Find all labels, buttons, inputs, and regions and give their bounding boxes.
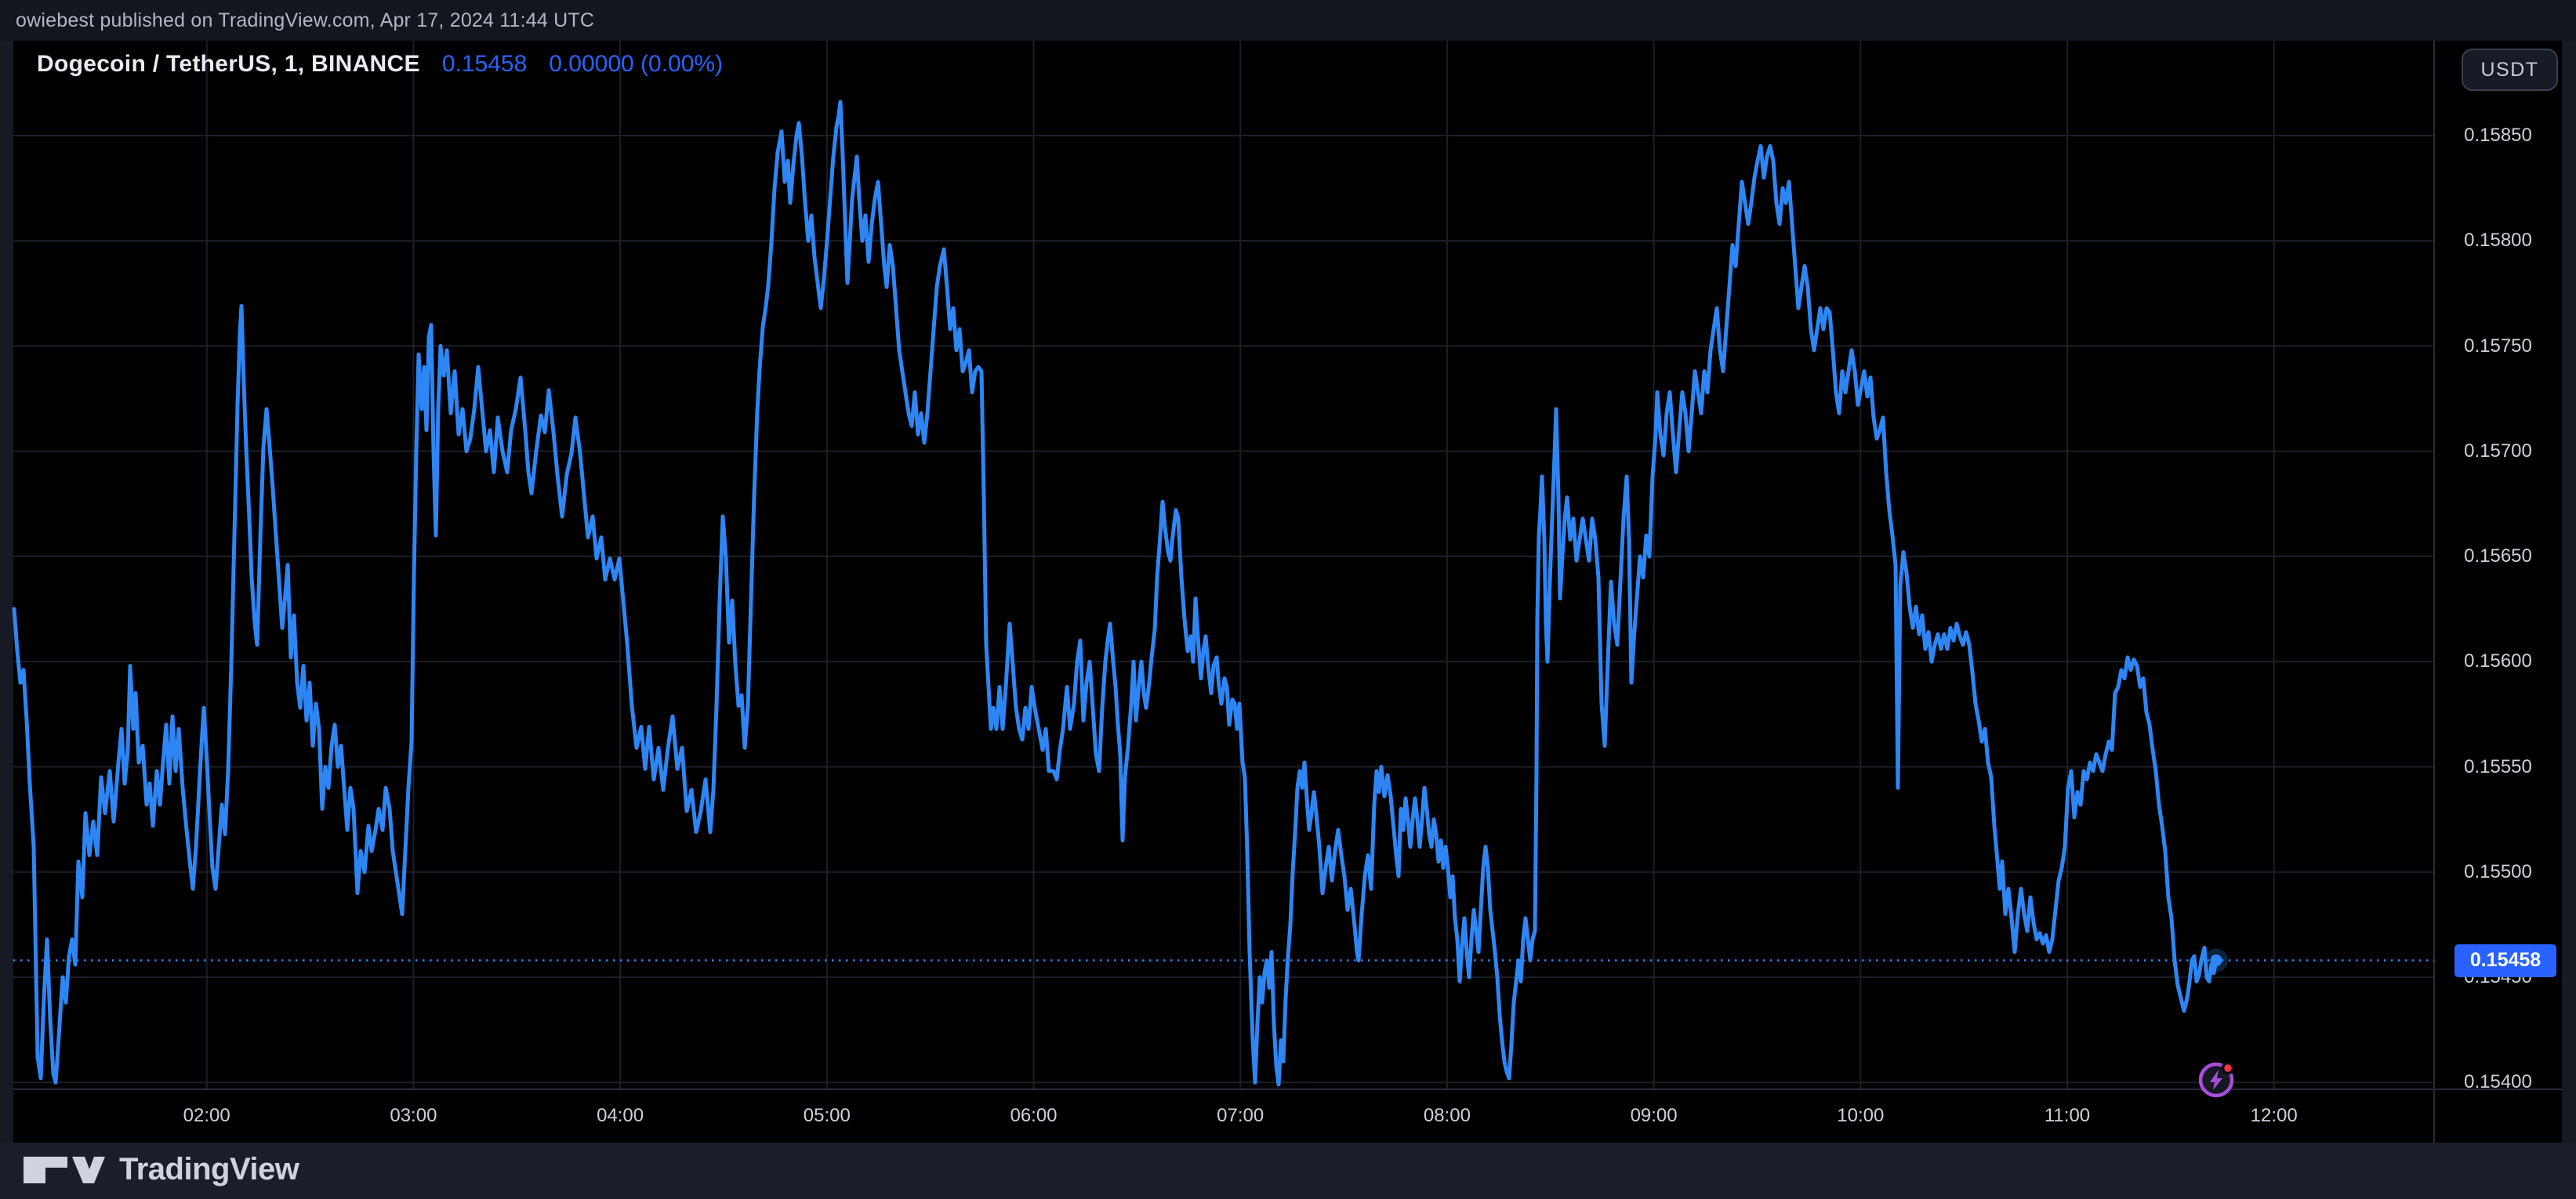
header-change: 0.00000 (0.00%) xyxy=(549,51,724,77)
last-price-tag-value: 0.15458 xyxy=(2469,949,2542,972)
time-tick-label: 02:00 xyxy=(183,1105,230,1126)
time-tick-label: 04:00 xyxy=(597,1105,644,1126)
time-tick-label: 03:00 xyxy=(390,1105,437,1126)
price-tick-label: 0.15700 xyxy=(2464,440,2532,462)
price-tick-label: 0.15500 xyxy=(2464,860,2532,882)
header-last-price: 0.15458 xyxy=(441,51,528,77)
time-axis[interactable] xyxy=(13,1089,2562,1143)
symbol-header: Dogecoin / TetherUS, 1, BINANCE 0.15458 … xyxy=(37,49,723,80)
time-tick-label: 09:00 xyxy=(1630,1105,1678,1126)
price-tick-label: 0.15600 xyxy=(2464,650,2532,672)
price-tick-label: 0.15650 xyxy=(2464,545,2532,567)
time-tick-label: 05:00 xyxy=(803,1105,851,1126)
last-price-tag: 0.15458 xyxy=(2454,944,2556,977)
tradingview-footer-link[interactable]: TradingView xyxy=(24,1152,299,1187)
price-tick-label: 0.15850 xyxy=(2464,125,2532,146)
currency-toggle-button[interactable]: USDT xyxy=(2462,49,2558,91)
time-tick-label: 10:00 xyxy=(1837,1105,1885,1126)
time-tick-label: 12:00 xyxy=(2250,1105,2298,1126)
chart-pane[interactable] xyxy=(13,41,2434,1089)
footer-bar: TradingView xyxy=(0,1143,2576,1199)
price-tick-label: 0.15400 xyxy=(2464,1071,2532,1093)
tradingview-wordmark: TradingView xyxy=(119,1152,299,1186)
time-tick-label: 08:00 xyxy=(1423,1105,1471,1126)
time-tick-label: 06:00 xyxy=(1010,1105,1058,1126)
publish-info-text: owiebest published on TradingView.com, A… xyxy=(16,9,595,31)
time-tick-label: 07:00 xyxy=(1217,1105,1264,1126)
symbol-title: Dogecoin / TetherUS, 1, BINANCE xyxy=(37,51,420,77)
tradingview-logo-icon xyxy=(24,1156,105,1183)
time-tick-label: 11:00 xyxy=(2044,1105,2091,1126)
price-tick-label: 0.15550 xyxy=(2464,755,2532,777)
price-tick-label: 0.15750 xyxy=(2464,335,2532,357)
currency-label: USDT xyxy=(2480,58,2539,81)
publish-topbar: owiebest published on TradingView.com, A… xyxy=(0,0,2576,41)
price-tick-label: 0.15800 xyxy=(2464,230,2532,252)
